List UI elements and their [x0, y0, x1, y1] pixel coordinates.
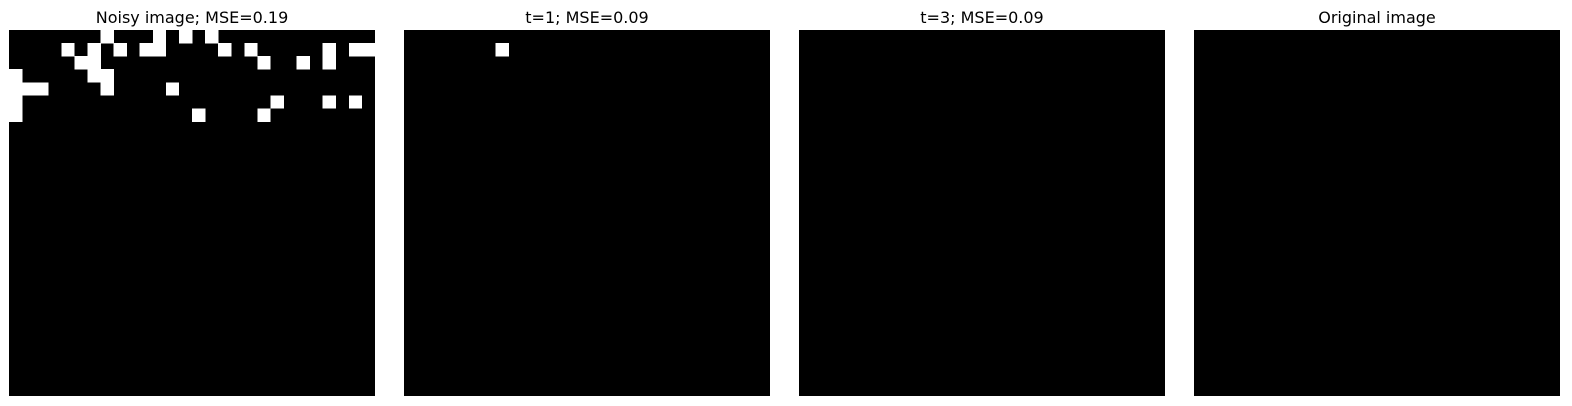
pixel-on — [87, 69, 101, 83]
pixel-on — [192, 108, 206, 122]
pixel-on — [205, 30, 219, 44]
pixel-on — [9, 82, 23, 96]
image-background — [9, 30, 375, 396]
pixel-on — [87, 56, 101, 70]
pixel-grid-original — [1194, 30, 1560, 396]
pixel-on — [100, 82, 114, 96]
pixel-on — [296, 56, 310, 70]
image-background — [404, 30, 770, 396]
pixel-on — [270, 95, 284, 109]
pixel-on — [9, 69, 23, 83]
panel-t3: t=3; MSE=0.09 — [799, 0, 1165, 406]
image-background — [1194, 30, 1560, 396]
pixel-on — [9, 108, 23, 122]
pixel-on — [218, 43, 232, 57]
pixel-on — [244, 43, 258, 57]
panel-t1: t=1; MSE=0.09 — [404, 0, 770, 406]
pixel-on — [257, 108, 271, 122]
pixel-on — [87, 43, 101, 57]
pixel-on — [322, 43, 337, 57]
pixel-grid-noisy — [9, 30, 375, 396]
pixel-on — [152, 30, 167, 44]
pixel-on — [113, 43, 127, 57]
pixel-on — [100, 30, 114, 44]
pixel-on — [322, 56, 337, 70]
pixel-grid-t1 — [404, 30, 770, 396]
panel-title: Noisy image; MSE=0.19 — [95, 8, 289, 27]
pixel-on — [74, 56, 88, 70]
pixel-on — [61, 43, 75, 57]
pixel-on — [100, 69, 114, 83]
pixel-grid-t3 — [799, 30, 1165, 396]
pixel-on — [22, 82, 36, 96]
pixel-on — [165, 82, 180, 96]
panel-title: Original image — [1318, 8, 1436, 27]
panel-title: t=3; MSE=0.09 — [920, 8, 1044, 27]
pixel-on — [495, 43, 509, 57]
pixel-on — [361, 43, 375, 57]
image-background — [799, 30, 1165, 396]
pixel-on — [152, 43, 167, 57]
panel-original: Original image — [1194, 0, 1560, 406]
pixel-on — [35, 82, 49, 96]
panel-noisy: Noisy image; MSE=0.19 — [9, 0, 375, 406]
pixel-on — [348, 95, 363, 109]
pixel-on — [322, 95, 337, 109]
panel-title: t=1; MSE=0.09 — [525, 8, 649, 27]
pixel-on — [348, 43, 363, 57]
pixel-on — [178, 30, 193, 44]
pixel-on — [9, 95, 23, 109]
pixel-on — [257, 56, 271, 70]
pixel-on — [139, 43, 154, 57]
